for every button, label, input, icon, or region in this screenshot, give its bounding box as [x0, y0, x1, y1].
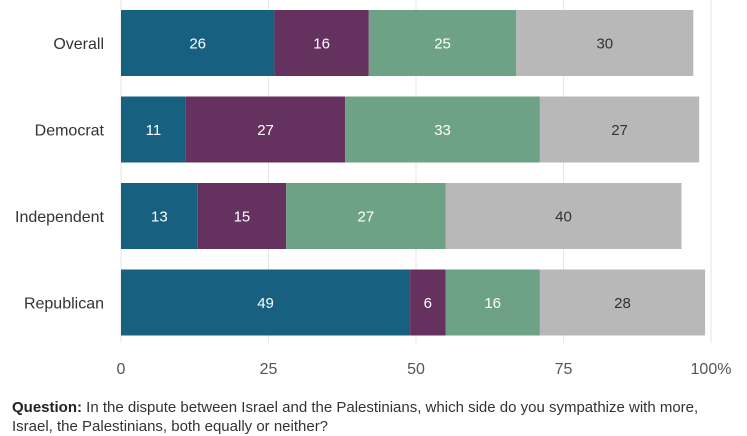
- bar-independent-segment-0: [121, 183, 198, 249]
- question-label: Question:: [12, 399, 82, 416]
- bar-layer: 26 16 25 30 11 27 33 27 13 15 27 40 49 6 16 28: [121, 10, 706, 336]
- data-label-democrat-segment-1: 27: [257, 122, 274, 139]
- data-label-overall-segment-1: 16: [313, 36, 330, 53]
- x-tick-label-0: 0: [117, 361, 126, 378]
- data-label-independent-segment-0: 13: [151, 209, 168, 226]
- data-label-republican-segment-3: 28: [614, 295, 631, 312]
- data-label-overall-segment-2: 25: [434, 36, 451, 53]
- data-label-democrat-segment-0: 11: [146, 122, 162, 139]
- bar-overall-segment-0: [121, 10, 275, 76]
- x-tick-label-4: 100%: [691, 361, 732, 378]
- data-label-republican-segment-0: 49: [257, 295, 274, 312]
- data-label-overall-segment-3: 30: [596, 36, 613, 53]
- data-label-independent-segment-3: 40: [555, 209, 572, 226]
- bar-independent-segment-2: [286, 183, 446, 249]
- category-label-layer: Overall Democrat Independent Republican: [15, 36, 105, 313]
- bar-republican-segment-1: [410, 269, 446, 336]
- category-label-democrat: Democrat: [35, 123, 105, 140]
- data-label-independent-segment-2: 27: [358, 209, 375, 226]
- data-label-independent-segment-1: 15: [234, 209, 251, 226]
- data-label-democrat-segment-2: 33: [434, 122, 451, 139]
- bar-democrat-segment-0: [121, 96, 186, 163]
- bar-overall-segment-1: [274, 10, 369, 76]
- stacked-bar-chart: 26 16 25 30 11 27 33 27 13 15 27 40 49 6 16 28 Overall D…: [15, 0, 732, 378]
- x-tick-label-2: 50: [407, 361, 425, 378]
- x-tick-label-1: 25: [260, 361, 278, 378]
- category-label-republican: Republican: [24, 296, 104, 313]
- bar-republican-segment-2: [445, 269, 540, 336]
- category-label-overall: Overall: [53, 36, 104, 53]
- bar-independent-segment-3: [445, 183, 682, 249]
- question-text: In the dispute between Israel and the Pa…: [12, 399, 699, 435]
- bar-independent-segment-1: [197, 183, 287, 249]
- question-footnote: Question: In the dispute between Israel …: [12, 398, 740, 436]
- data-label-democrat-segment-3: 27: [611, 122, 628, 139]
- bar-overall-segment-3: [516, 10, 694, 76]
- bar-democrat-segment-3: [539, 96, 700, 163]
- bar-democrat-segment-2: [345, 96, 540, 163]
- bar-republican-segment-0: [121, 269, 411, 336]
- data-label-republican-segment-2: 16: [484, 295, 501, 312]
- bar-republican-segment-3: [539, 269, 706, 336]
- category-label-independent: Independent: [15, 209, 105, 226]
- bar-democrat-segment-1: [185, 96, 346, 163]
- x-tick-label-3: 75: [555, 361, 573, 378]
- bar-overall-segment-2: [368, 10, 517, 76]
- data-label-overall-segment-0: 26: [189, 36, 206, 53]
- data-label-republican-segment-1: 6: [424, 295, 432, 312]
- x-axis-tick-layer: 0 25 50 75 100%: [117, 361, 732, 378]
